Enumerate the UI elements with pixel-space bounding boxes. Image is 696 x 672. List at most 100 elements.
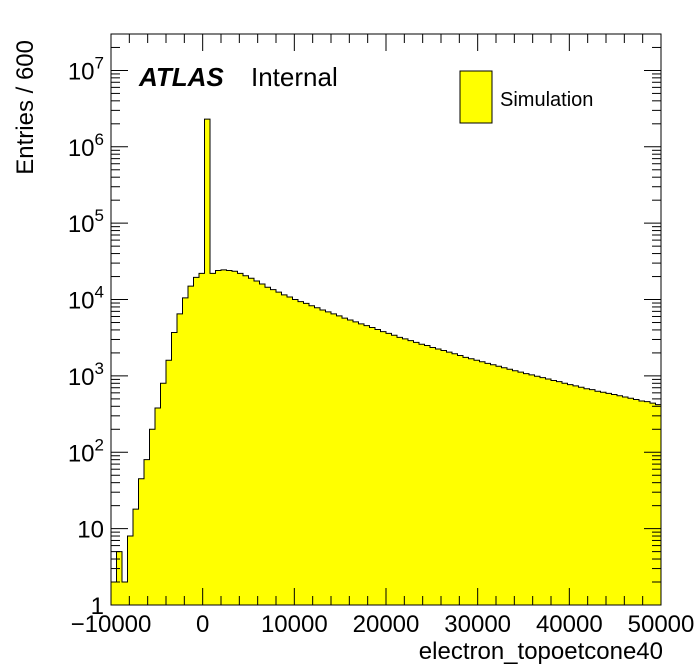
- histogram-bin: [166, 360, 172, 605]
- histogram-bin: [149, 429, 155, 605]
- histogram-bin: [567, 384, 573, 605]
- histogram-bin: [512, 370, 518, 605]
- histogram-bin: [452, 353, 458, 605]
- histogram-bin: [534, 376, 540, 605]
- histogram-bin: [529, 374, 535, 605]
- histogram-bin: [298, 301, 304, 605]
- histogram-bin: [160, 383, 166, 605]
- histogram-bin: [556, 381, 562, 605]
- histogram-bin: [468, 358, 474, 605]
- histogram-bin: [193, 277, 199, 605]
- histogram-bin: [281, 294, 287, 605]
- histogram-bin: [457, 355, 463, 605]
- histogram-bin: [419, 344, 425, 605]
- histogram-bin: [441, 350, 447, 605]
- histogram-bin: [600, 392, 606, 605]
- y-tick-label: 10: [77, 517, 104, 544]
- histogram-bin: [650, 403, 656, 605]
- histogram-bin: [435, 349, 441, 605]
- y-tick-label: 102: [68, 435, 104, 467]
- histogram-bin: [611, 394, 617, 605]
- histogram-bin: [490, 364, 496, 605]
- histogram-bin: [430, 347, 436, 605]
- histogram-bin: [408, 340, 414, 605]
- histogram-bin: [463, 357, 469, 605]
- histogram-bin: [655, 404, 661, 605]
- histogram-bin: [474, 360, 480, 605]
- histogram-outline: [110, 118, 662, 605]
- histogram-bin: [573, 385, 579, 605]
- histogram-bin: [578, 387, 584, 605]
- histogram-bin: [424, 345, 430, 605]
- histogram-bin: [622, 396, 628, 605]
- histogram-bin: [182, 297, 188, 605]
- x-tick-label: 0: [196, 611, 209, 638]
- histogram-bin: [446, 352, 452, 605]
- atlas-status-label: Internal: [251, 62, 338, 92]
- x-axis-title: electron_topoetcone40: [419, 638, 663, 665]
- histogram-bin: [496, 366, 502, 605]
- histogram-bin: [309, 305, 315, 605]
- histogram-layer: [110, 118, 662, 606]
- histogram-bin: [347, 319, 353, 605]
- histogram-bin: [320, 309, 326, 605]
- y-tick-label: 106: [68, 130, 104, 162]
- histogram-bin: [303, 303, 309, 605]
- histogram-bin: [287, 296, 293, 605]
- histogram-bin: [331, 313, 337, 605]
- histogram-bin: [243, 275, 249, 605]
- histogram-bin: [617, 395, 623, 605]
- histogram-bin: [342, 318, 348, 605]
- histogram-bin: [254, 280, 260, 605]
- histogram-bin: [413, 342, 419, 605]
- x-tick-label: 40000: [536, 611, 603, 638]
- histogram-bin: [485, 363, 491, 605]
- histogram-bin: [138, 478, 144, 605]
- histogram-bin: [221, 269, 227, 605]
- histogram-bin: [144, 459, 150, 605]
- histogram-bin: [364, 325, 370, 605]
- histogram-bin: [122, 582, 128, 605]
- histogram-bin: [171, 332, 177, 605]
- histogram-bin: [353, 321, 359, 605]
- histogram-bin: [358, 323, 364, 605]
- histogram-bin: [127, 536, 133, 605]
- histogram-bin: [265, 287, 271, 605]
- histogram-bin: [199, 273, 205, 605]
- y-axis-title: Entries / 600: [12, 40, 39, 175]
- y-tick-label: 1: [91, 593, 104, 620]
- histogram-bin: [540, 377, 546, 605]
- x-tick-label: 20000: [353, 611, 420, 638]
- histogram-bin: [276, 292, 282, 605]
- histogram-bin: [111, 582, 117, 605]
- histogram-bin: [215, 270, 221, 605]
- histogram-bin: [633, 399, 639, 605]
- atlas-label: ATLAS: [138, 62, 224, 92]
- histogram-bin: [518, 372, 524, 605]
- histogram-bin: [479, 361, 485, 605]
- histogram-bin: [155, 407, 161, 605]
- y-tick-labels: 1 10 102 103 104 105 106 107: [68, 53, 104, 620]
- histogram-bin: [177, 313, 183, 605]
- histogram-bin: [133, 509, 139, 605]
- histogram-bin: [325, 311, 331, 605]
- histogram-bin: [380, 331, 386, 605]
- histogram-bin: [644, 401, 650, 605]
- histogram-bin: [259, 283, 265, 605]
- histogram-bin: [523, 373, 529, 605]
- histogram-bin: [639, 400, 645, 605]
- histogram-bin: [402, 338, 408, 605]
- histogram-bin: [292, 299, 298, 605]
- histogram-bin: [545, 379, 551, 605]
- histogram-bin: [369, 327, 375, 605]
- histogram-bin: [507, 369, 513, 605]
- x-tick-label: 50000: [628, 611, 695, 638]
- histogram-bin: [226, 270, 232, 605]
- histogram-bin: [248, 278, 254, 605]
- histogram-bin: [204, 119, 210, 606]
- y-tick-label: 105: [68, 206, 104, 238]
- x-tick-label: −10000: [71, 611, 152, 638]
- histogram-bin: [628, 398, 634, 605]
- histogram-bin: [391, 335, 397, 605]
- histogram-bin: [375, 329, 381, 605]
